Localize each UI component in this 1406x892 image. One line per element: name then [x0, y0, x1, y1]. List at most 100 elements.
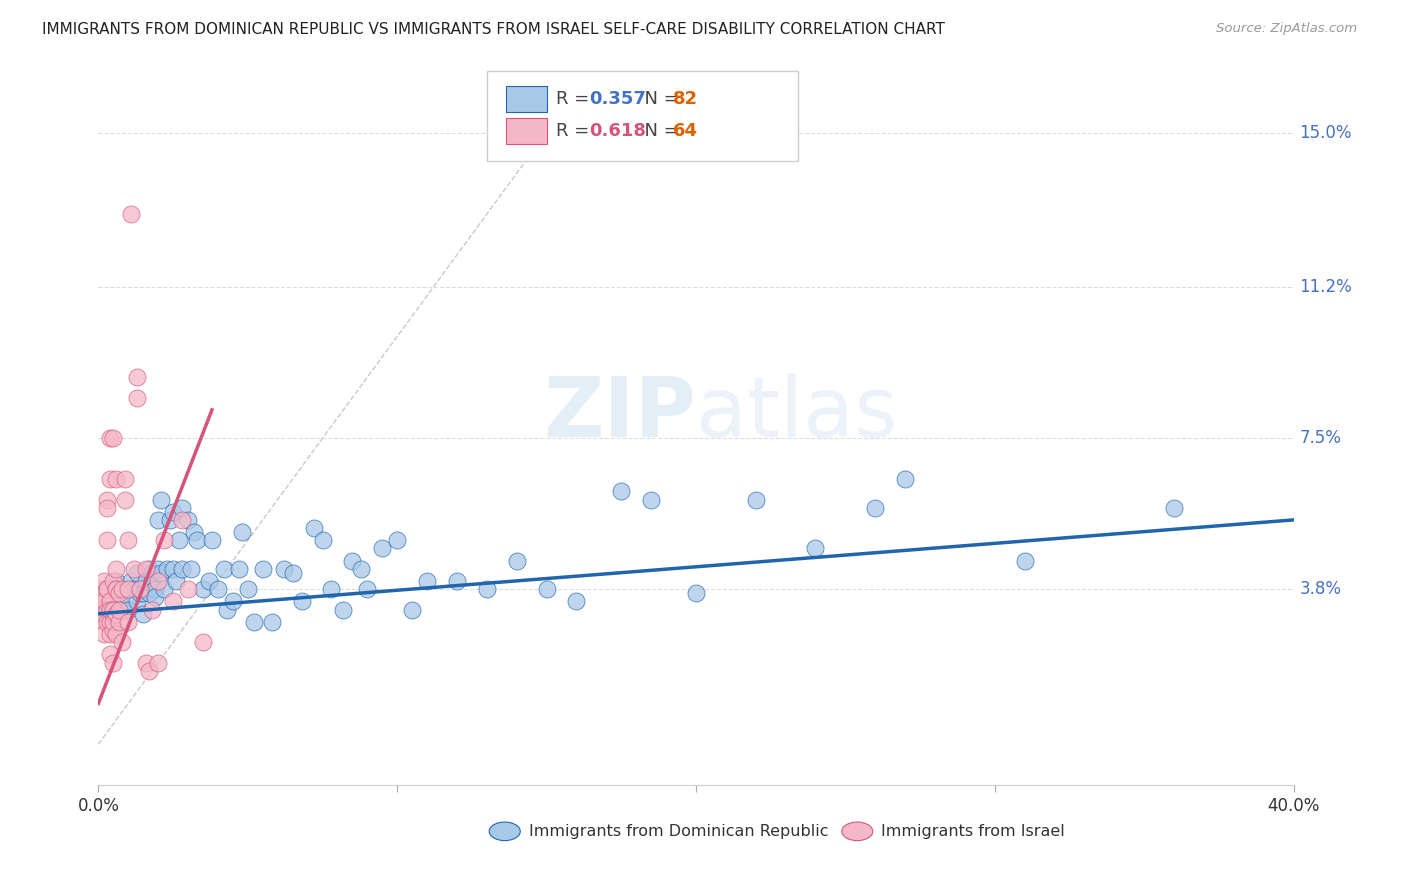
Point	[96, 492, 118, 507]
Point	[103, 602, 125, 616]
Text: 0.618: 0.618	[589, 122, 647, 140]
Point	[135, 574, 157, 588]
Point	[105, 582, 128, 597]
Point	[127, 566, 149, 580]
Point	[105, 582, 128, 597]
Text: Immigrants from Israel: Immigrants from Israel	[882, 824, 1064, 838]
Point	[117, 615, 139, 629]
Point	[117, 582, 139, 597]
Point	[103, 615, 125, 629]
Point	[291, 594, 314, 608]
Point	[302, 521, 325, 535]
Point	[111, 582, 134, 597]
Point	[120, 207, 142, 221]
Point	[105, 472, 128, 486]
FancyBboxPatch shape	[506, 119, 547, 145]
Point	[165, 574, 187, 588]
Point	[98, 648, 122, 662]
Point	[198, 574, 221, 588]
Point	[475, 582, 498, 597]
Text: 82: 82	[673, 90, 699, 108]
Point	[103, 656, 125, 670]
Point	[111, 602, 134, 616]
Point	[93, 574, 115, 588]
Point	[98, 627, 122, 641]
Point	[103, 623, 125, 637]
Point	[342, 554, 364, 568]
Point	[281, 566, 304, 580]
Point	[98, 431, 122, 445]
Y-axis label: Self-Care Disability: Self-Care Disability	[0, 350, 8, 507]
Point	[124, 562, 146, 576]
Point	[273, 562, 295, 576]
Point	[105, 562, 128, 576]
Point	[162, 562, 184, 576]
Point	[141, 574, 163, 588]
Point	[153, 582, 176, 597]
Point	[98, 602, 122, 616]
Point	[129, 586, 152, 600]
Point	[117, 591, 139, 605]
Text: 3.8%: 3.8%	[1299, 580, 1341, 599]
Point	[143, 582, 166, 597]
Point	[108, 594, 131, 608]
Point	[356, 582, 378, 597]
Point	[111, 635, 134, 649]
Point	[96, 582, 118, 597]
Point	[162, 594, 184, 608]
Point	[153, 533, 176, 548]
Point	[98, 615, 122, 629]
Point	[93, 627, 115, 641]
Point	[350, 562, 373, 576]
Point	[124, 582, 146, 597]
Point	[90, 602, 112, 616]
Point	[371, 541, 394, 556]
Point	[98, 594, 122, 608]
Point	[191, 582, 214, 597]
Text: 64: 64	[673, 122, 699, 140]
Point	[127, 594, 149, 608]
Point	[231, 525, 253, 540]
Point	[117, 602, 139, 616]
Point	[108, 602, 131, 616]
Point	[207, 582, 229, 597]
Point	[212, 562, 235, 576]
Point	[172, 562, 194, 576]
Point	[143, 591, 166, 605]
Point	[127, 370, 149, 384]
FancyBboxPatch shape	[506, 87, 547, 112]
Point	[103, 574, 125, 588]
Point	[129, 582, 152, 597]
Point	[311, 533, 333, 548]
Point	[894, 472, 917, 486]
Point	[446, 574, 468, 588]
Point	[177, 582, 200, 597]
Point	[150, 492, 173, 507]
Point	[804, 541, 827, 556]
Point	[745, 492, 768, 507]
Text: Immigrants from Dominican Republic: Immigrants from Dominican Republic	[529, 824, 828, 838]
Text: Source: ZipAtlas.com: Source: ZipAtlas.com	[1216, 22, 1357, 36]
Text: 7.5%: 7.5%	[1299, 429, 1341, 448]
Point	[172, 513, 194, 527]
Text: N =: N =	[633, 90, 685, 108]
Circle shape	[489, 822, 520, 840]
Point	[96, 615, 118, 629]
Point	[321, 582, 343, 597]
Point	[108, 615, 131, 629]
Point	[640, 492, 662, 507]
Text: 15.0%: 15.0%	[1299, 123, 1353, 142]
Point	[135, 562, 157, 576]
Point	[117, 533, 139, 548]
Point	[148, 656, 170, 670]
Point	[191, 635, 214, 649]
Point	[105, 574, 128, 588]
Point	[243, 615, 266, 629]
Point	[401, 602, 423, 616]
Point	[148, 574, 170, 588]
Point	[138, 664, 160, 678]
Point	[93, 586, 115, 600]
Circle shape	[842, 822, 873, 840]
Point	[565, 594, 588, 608]
Point	[236, 582, 259, 597]
